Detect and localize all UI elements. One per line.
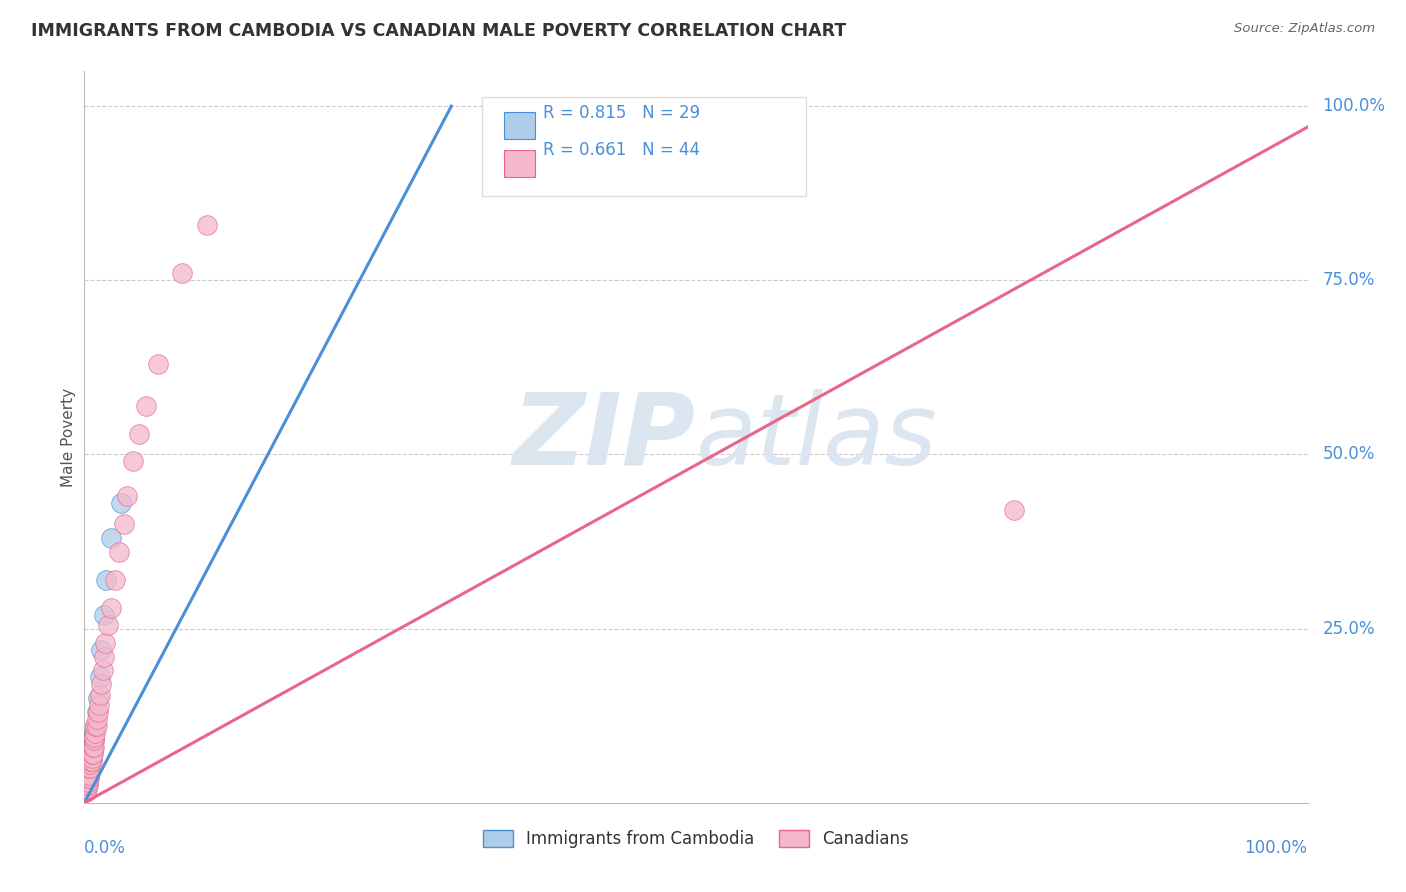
Point (82, 740, 104, 755)
Point (80, 750, 103, 764)
Point (77, 761, 100, 775)
Point (86, 712, 108, 726)
FancyBboxPatch shape (503, 150, 534, 178)
Point (87, 698, 110, 713)
Point (87, 705, 110, 719)
Text: atlas: atlas (696, 389, 938, 485)
FancyBboxPatch shape (482, 97, 806, 195)
Point (75, 781, 97, 796)
Point (82, 743, 104, 757)
Point (79, 754, 101, 768)
Point (77, 772, 100, 786)
Legend: Immigrants from Cambodia, Canadians: Immigrants from Cambodia, Canadians (474, 822, 918, 856)
Point (91, 664, 114, 678)
Point (77, 772, 100, 786)
Point (82, 737, 104, 751)
Point (135, 399, 157, 413)
Point (97, 618, 120, 632)
Point (86, 705, 108, 719)
Point (94, 635, 117, 649)
Point (107, 545, 129, 559)
Point (84, 719, 107, 733)
Point (77, 768, 100, 782)
Point (87, 691, 110, 706)
Point (80, 747, 103, 761)
Point (84, 719, 107, 733)
Point (83, 733, 105, 747)
Point (122, 454, 145, 468)
Y-axis label: Male Poverty: Male Poverty (60, 387, 76, 487)
Point (76, 778, 98, 792)
Point (77, 778, 100, 792)
Point (96, 573, 118, 587)
Point (76, 775, 98, 789)
Point (104, 573, 127, 587)
Point (79, 754, 101, 768)
Text: 100.0%: 100.0% (1244, 839, 1308, 857)
Point (77, 768, 100, 782)
Point (93, 607, 115, 622)
Text: Source: ZipAtlas.com: Source: ZipAtlas.com (1234, 22, 1375, 36)
Point (76, 781, 98, 796)
Point (128, 426, 150, 441)
Point (83, 733, 105, 747)
Point (115, 489, 138, 503)
Point (76, 778, 98, 792)
Point (110, 496, 132, 510)
Point (77, 761, 100, 775)
Point (86, 719, 108, 733)
Point (100, 531, 122, 545)
Point (80, 747, 103, 761)
Text: 50.0%: 50.0% (1322, 445, 1375, 464)
Text: 100.0%: 100.0% (1322, 97, 1385, 115)
Point (79, 750, 101, 764)
Point (93, 649, 115, 664)
Point (77, 775, 100, 789)
Point (1002, 503, 1025, 517)
Text: ZIP: ZIP (513, 389, 696, 485)
Point (83, 740, 105, 755)
Point (83, 726, 105, 740)
Point (146, 357, 169, 371)
Point (90, 642, 112, 657)
Text: R = 0.815   N = 29: R = 0.815 N = 29 (543, 104, 700, 122)
Point (79, 761, 101, 775)
Point (77, 772, 100, 786)
Text: 75.0%: 75.0% (1322, 271, 1375, 289)
Text: IMMIGRANTS FROM CAMBODIA VS CANADIAN MALE POVERTY CORRELATION CHART: IMMIGRANTS FROM CAMBODIA VS CANADIAN MAL… (31, 22, 846, 40)
Point (195, 218, 218, 232)
Text: R = 0.661   N = 44: R = 0.661 N = 44 (543, 141, 700, 159)
Point (77, 757, 100, 772)
Point (79, 757, 101, 772)
FancyBboxPatch shape (503, 112, 534, 139)
Point (89, 688, 111, 702)
Point (80, 754, 103, 768)
Point (80, 750, 103, 764)
Point (172, 266, 194, 280)
Point (77, 775, 100, 789)
Text: 25.0%: 25.0% (1322, 620, 1375, 638)
Point (82, 747, 104, 761)
Point (80, 740, 103, 755)
Point (100, 600, 122, 615)
Text: 0.0%: 0.0% (84, 839, 127, 857)
Point (79, 757, 101, 772)
Point (82, 730, 104, 744)
Point (84, 726, 107, 740)
Point (77, 768, 100, 782)
Point (90, 677, 112, 691)
Point (75, 785, 97, 799)
Point (112, 517, 135, 532)
Point (83, 730, 105, 744)
Point (89, 670, 111, 684)
